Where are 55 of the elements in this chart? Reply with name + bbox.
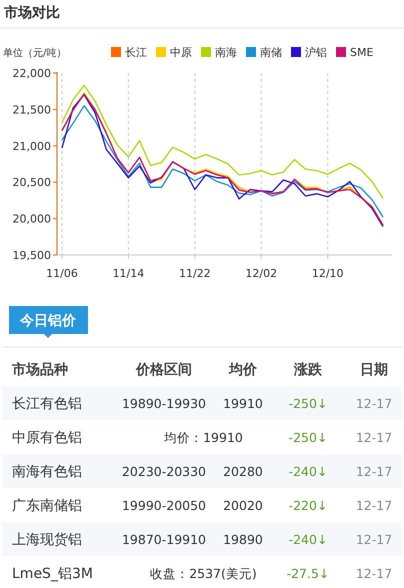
text: 19870-19910 [122, 532, 206, 547]
category-label: 长江有色铝 [12, 396, 82, 412]
text: 今日铝价 [19, 313, 77, 329]
text: 20230-20330 [122, 464, 206, 479]
y-tick-label: 20,500 [12, 176, 51, 190]
text: 12-17 [356, 498, 392, 513]
text: -250↓ [288, 430, 328, 445]
text: -250↓ [288, 396, 328, 411]
text: 收盘：2537(美元) [150, 566, 257, 581]
category-label: LmeS_铝3M [12, 566, 93, 582]
category-label: 价格区间 [135, 362, 192, 378]
text: 20280 [223, 464, 263, 479]
x-tick-label: 12/02 [245, 267, 278, 280]
y-tick-label: 22,000 [12, 67, 51, 80]
category-label: 南海有色铝 [12, 464, 82, 480]
text: 均价：19910 [164, 430, 243, 445]
chart-title: 市场对比 [3, 4, 60, 21]
category-label: 广东南储铝 [12, 498, 82, 514]
category-label: 均价 [228, 362, 258, 378]
text: -220↓ [288, 498, 328, 513]
y-tick-label: 21,000 [12, 140, 51, 153]
text: 12-17 [356, 396, 392, 411]
text: 12-17 [356, 430, 392, 445]
text: 19990-20050 [122, 498, 206, 513]
category-label: 涨跌 [293, 362, 323, 378]
category-label: 市场品种 [11, 361, 68, 378]
text: 12-17 [356, 532, 392, 547]
legend-label: SME [350, 46, 374, 59]
legend-label: 南海 [215, 46, 237, 59]
category-label: 上海现货铝 [12, 532, 82, 548]
category-label: 日期 [360, 362, 388, 378]
line-series [61, 84, 384, 199]
text: 12-17 [356, 566, 392, 581]
y-tick-label: 21,500 [12, 103, 51, 116]
text: -27.5↓ [286, 566, 330, 581]
category-label: 中原有色铝 [12, 430, 82, 446]
y-tick-label: 19,500 [12, 249, 51, 262]
legend-label: 沪铝 [305, 46, 327, 59]
legend-label: 长江 [125, 46, 147, 59]
x-tick-label: 11/06 [46, 267, 78, 280]
text: 20020 [223, 498, 263, 513]
line-series [61, 105, 384, 218]
text: -240↓ [288, 532, 328, 547]
legend-label: 中原 [170, 46, 192, 59]
text: -240↓ [288, 464, 328, 479]
x-tick-label: 12/10 [312, 267, 344, 280]
text: 19910 [223, 396, 263, 411]
text: 19890-19930 [122, 396, 206, 411]
x-tick-label: 11/22 [178, 267, 211, 280]
legend-label: 南储 [260, 46, 282, 59]
text: 12-17 [356, 464, 392, 479]
y-tick-label: 20,000 [12, 212, 51, 226]
x-tick-label: 11/14 [112, 267, 144, 280]
y-axis-title: 单位（元/吨） [3, 47, 66, 59]
text: 19890 [223, 532, 263, 547]
